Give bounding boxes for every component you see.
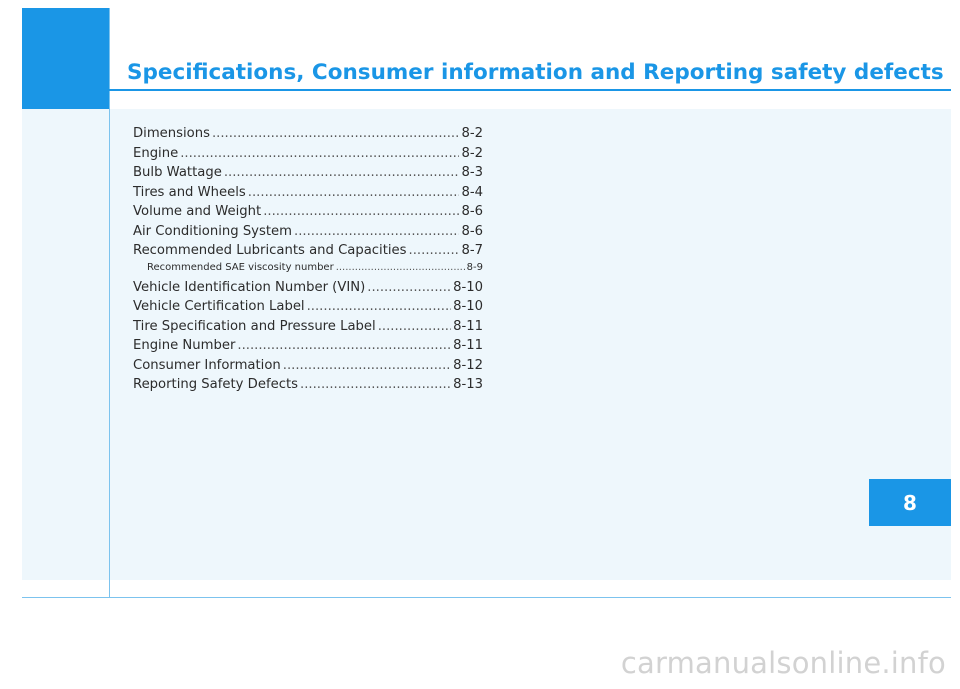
chapter-color-block	[22, 8, 109, 109]
toc-entry-page: 8-6	[461, 204, 483, 219]
toc-entry[interactable]: Consumer Information 8-12	[133, 356, 483, 376]
toc-entry-page: 8-4	[461, 184, 483, 200]
toc-entry[interactable]: Tire Specification and Pressure Label 8-1…	[133, 317, 483, 337]
toc-entry[interactable]: Engine Number 8-11	[133, 336, 483, 356]
toc-entry[interactable]: Engine 8-2	[133, 144, 483, 164]
toc-leader-dots	[212, 124, 459, 144]
toc-entry-label: Recommended SAE viscosity number	[147, 261, 334, 273]
toc-entry[interactable]: Vehicle Certification Label 8-10	[133, 297, 483, 317]
toc-entry-page: 8-2	[461, 145, 483, 161]
toc-leader-dots	[409, 241, 460, 261]
toc-leader-dots	[378, 317, 451, 337]
toc-entry[interactable]: Tires and Wheels 8-4	[133, 183, 483, 203]
toc-entry[interactable]: Reporting Safety Defects 8-13	[133, 375, 483, 395]
toc-entry-page: 8-11	[453, 338, 483, 353]
toc-entry-label: Vehicle Identification Number (VIN)	[133, 279, 366, 295]
toc-entry-page: 8-10	[453, 299, 483, 314]
toc-entry-page: 8-13	[453, 377, 483, 392]
toc-entry-page: 8-9	[466, 261, 483, 273]
chapter-tab[interactable]: 8	[869, 479, 951, 526]
toc-entry-label: Bulb Wattage	[133, 165, 222, 180]
toc-entry[interactable]: Recommended Lubricants and Capacities 8-7	[133, 241, 483, 261]
toc-entry-label: Vehicle Certification Label	[133, 299, 305, 314]
toc-entry[interactable]: Dimensions 8-2	[133, 124, 483, 144]
toc-entry-page: 8-2	[461, 126, 483, 141]
toc-entry-page: 8-11	[453, 318, 483, 334]
bottom-divider	[22, 597, 951, 598]
toc-entry[interactable]: Air Conditioning System 8-6	[133, 222, 483, 242]
vertical-divider	[109, 8, 110, 598]
toc-entry-page: 8-12	[453, 357, 483, 373]
toc-entry-page: 8-3	[461, 165, 483, 180]
toc-leader-dots	[283, 356, 451, 376]
toc-leader-dots	[336, 260, 465, 275]
toc-leader-dots	[367, 278, 451, 298]
toc-entry-label: Dimensions	[133, 126, 210, 141]
toc-entry-label: Tires and Wheels	[133, 184, 246, 200]
page-title: Specifications, Consumer information and…	[127, 60, 944, 85]
toc-leader-dots	[307, 297, 451, 317]
toc-entry-page: 8-7	[461, 243, 483, 258]
toc-entry-label: Engine	[133, 145, 179, 161]
title-underline	[109, 89, 951, 91]
toc-entry-label: Tire Specification and Pressure Label	[133, 318, 376, 334]
toc-entry-label: Volume and Weight	[133, 204, 262, 219]
toc-leader-dots	[294, 222, 459, 242]
toc-entry-label: Consumer Information	[133, 357, 281, 373]
toc-entry[interactable]: Bulb Wattage 8-3	[133, 163, 483, 183]
toc-entry-label: Recommended Lubricants and Capacities	[133, 243, 407, 258]
watermark: carmanualsonline.info	[620, 646, 946, 680]
toc-leader-dots	[248, 183, 460, 203]
toc-leader-dots	[237, 336, 451, 356]
toc-leader-dots	[263, 202, 459, 222]
toc-leader-dots	[224, 163, 460, 183]
toc-entry-label: Engine Number	[133, 338, 236, 353]
toc-entry-label: Air Conditioning System	[133, 223, 292, 239]
toc-entry-page: 8-6	[461, 223, 483, 239]
toc-subentry[interactable]: Recommended SAE viscosity number 8-9	[133, 260, 483, 275]
content-panel	[22, 109, 951, 580]
toc-entry-page: 8-10	[453, 279, 483, 295]
table-of-contents: Dimensions 8-2 Engine 8-2 Bulb Wattage 8-3 Tir…	[133, 124, 483, 395]
toc-entry[interactable]: Vehicle Identification Number (VIN) 8-10	[133, 278, 483, 298]
toc-entry[interactable]: Volume and Weight 8-6	[133, 202, 483, 222]
toc-leader-dots	[180, 144, 459, 164]
toc-leader-dots	[300, 375, 451, 395]
toc-entry-label: Reporting Safety Defects	[133, 377, 298, 392]
